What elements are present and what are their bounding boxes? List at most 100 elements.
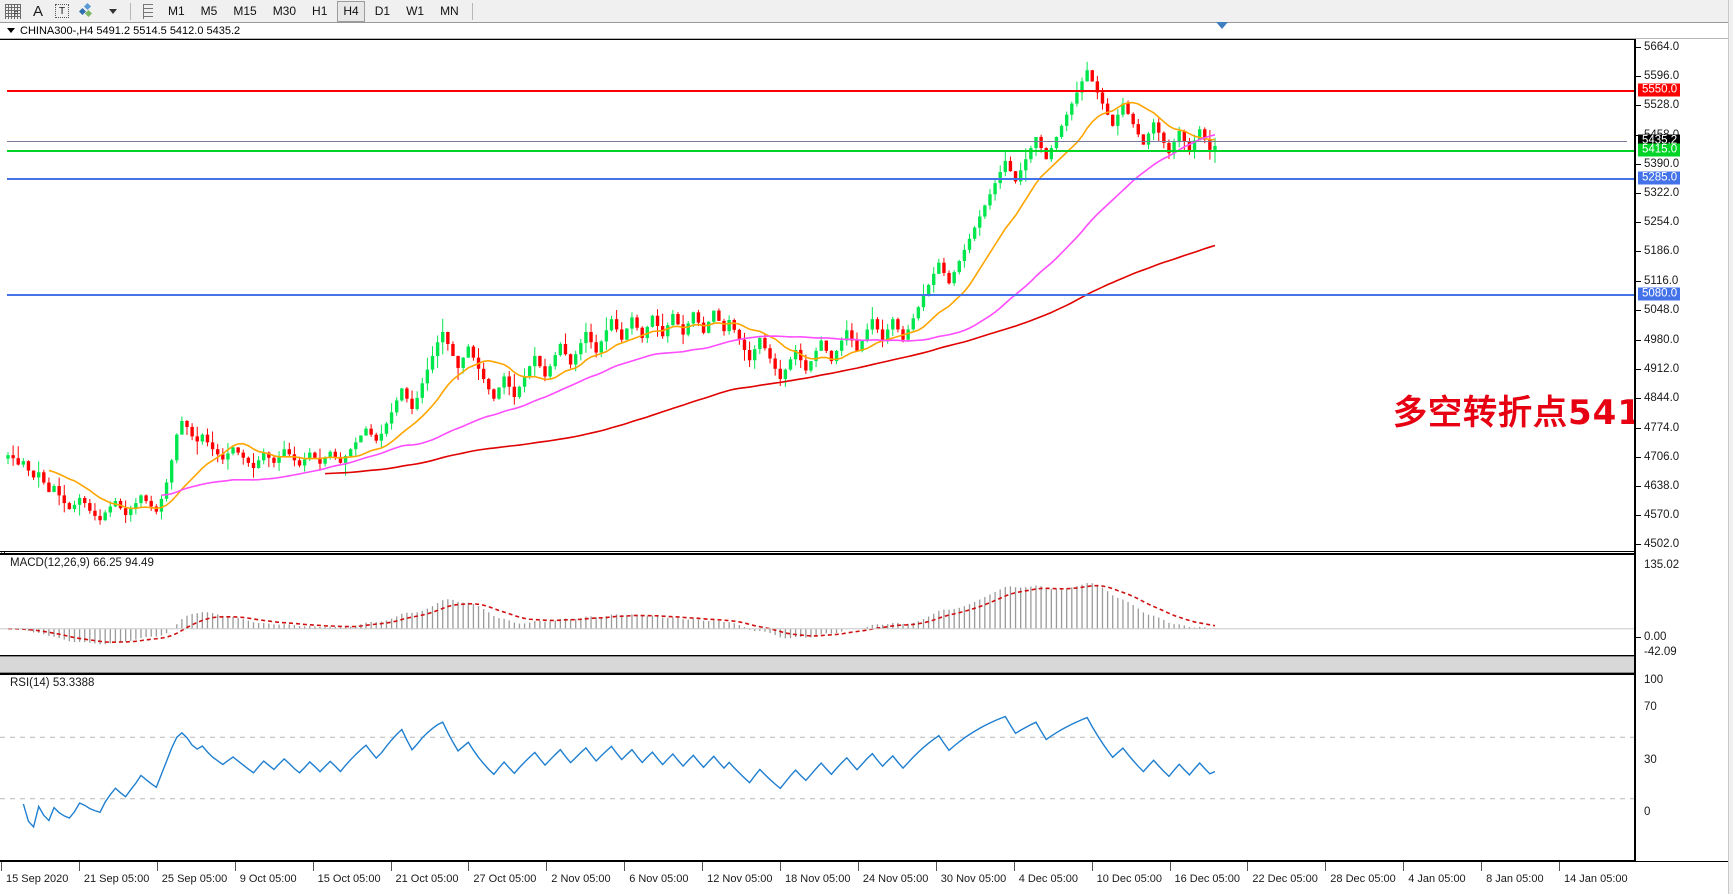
toolbar-divider-2 [471,2,473,20]
macd-plot [0,583,1634,645]
axis-tick [1636,485,1641,487]
rsi-panel[interactable]: RSI(14) 53.3388 [0,673,1634,861]
axis-tick [1636,456,1641,458]
level-line-5285[interactable] [7,177,1640,182]
axis-tick [1636,637,1641,638]
time-axis-label: 15 Oct 05:00 [317,873,381,885]
time-axis-label: 4 Dec 05:00 [1018,873,1079,885]
level-line-5080[interactable] [7,293,1640,298]
timeframe-m1[interactable]: M1 [168,4,185,18]
axis-tick [1636,368,1641,370]
price-tick-label: 5048.0 [1644,304,1680,317]
price-scale[interactable]: 5664.05596.05528.05458.05390.05322.05254… [1634,39,1733,861]
price-tick-label: 4502.0 [1644,538,1680,550]
price-tag-5080-0[interactable]: 5080.0 [1638,287,1681,301]
objects-tool-button[interactable] [75,1,100,22]
macd-caption: MACD(12,26,9) 66.25 94.49 [10,557,154,569]
timeframe-m30[interactable]: M30 [272,4,297,18]
price-tag-5550-0[interactable]: 5550.0 [1638,83,1681,97]
rsi-axis-label: 100 [1644,674,1664,686]
axis-tick [1636,544,1641,545]
level-line-5550[interactable] [7,89,1640,94]
level-line-5415[interactable] [7,149,1640,154]
chart-annotation-text: 多空转折点5415 [1393,393,1667,433]
time-axis-label: 12 Nov 05:00 [707,873,773,885]
macd-axis-label: 0.00 [1644,631,1667,643]
price-tick-label: 5664.0 [1644,41,1680,53]
axis-tick [1636,193,1641,195]
time-tick [390,862,392,871]
time-tick [1169,862,1171,871]
text-tool-button[interactable]: A [32,2,43,20]
axis-tick [1636,339,1641,341]
timeframe-d1[interactable]: D1 [374,4,391,18]
symbol-bar[interactable]: CHINA300-,H4 5491.2 5514.5 5412.0 5435.2 [0,23,1733,39]
time-axis-label: 21 Sep 05:00 [83,873,150,885]
axis-tick [1636,310,1641,312]
time-axis-label: 16 Dec 05:00 [1174,873,1240,885]
symbol-dropdown-icon[interactable] [7,28,15,33]
price-tick-label: 5254.0 [1644,216,1680,229]
rsi-axis-label: 0 [1644,806,1651,818]
time-axis-label: 6 Nov 05:00 [629,873,689,885]
time-axis-label: 8 Jan 05:00 [1486,873,1544,885]
level-line-5435 [7,141,1627,142]
price-tick-label: 4706.0 [1644,450,1680,463]
time-tick [702,862,704,871]
symbol-ohlc-label: CHINA300-,H4 5491.2 5514.5 5412.0 5435.2 [20,24,241,37]
time-tick [624,862,626,871]
time-tick [1403,862,1405,871]
time-axis-label: 24 Nov 05:00 [862,873,929,885]
time-axis-label: 15 Sep 2020 [6,873,69,885]
price-plot [6,61,1217,525]
price-tick-label: 5596.0 [1644,70,1680,83]
timeframe-m15[interactable]: M15 [233,4,257,18]
timeframe-h4[interactable]: H4 [337,0,365,22]
price-tag-5415-0[interactable]: 5415.0 [1638,143,1681,157]
price-tick-label: 4570.0 [1644,508,1680,521]
axis-tick [1636,222,1641,224]
time-tick [780,862,781,871]
time-tick [1247,862,1249,871]
crosshair-grid-icon[interactable] [1,1,25,22]
price-tick-label: 4844.0 [1644,391,1680,404]
time-tick [468,862,470,871]
time-tick [156,862,158,871]
time-axis-label: 10 Dec 05:00 [1096,873,1163,885]
price-tag-5285-0[interactable]: 5285.0 [1638,171,1681,185]
time-tick [1325,862,1327,871]
axis-tick [1636,164,1641,166]
time-tick [234,862,236,871]
price-tick-label: 4774.0 [1644,421,1680,434]
price-tick-label: 5528.0 [1644,99,1680,112]
time-tick [546,862,548,871]
objects-dropdown-caret-icon[interactable] [102,1,124,22]
textbox-tool-button[interactable]: T [51,1,73,22]
axis-tick [1636,514,1641,516]
time-tick [1013,862,1015,871]
axis-tick [1636,251,1641,253]
timeframe-m5[interactable]: M5 [200,4,218,18]
price-tick-label: 5116.0 [1644,275,1679,288]
price-tick-label: 5322.0 [1644,187,1680,200]
time-tick [1,862,2,871]
macd-axis-label: -42.09 [1644,646,1677,658]
macd-panel[interactable]: MACD(12,26,9) 66.25 94.49 [0,553,1634,656]
timeframe-w1[interactable]: W1 [406,4,425,18]
axis-tick [1636,281,1641,283]
rsi-axis-label: 30 [1644,754,1657,766]
time-scale[interactable]: 15 Sep 2020 21 Sep 05:00 25 Sep 05:00 9 Oct… [0,861,1733,894]
timeframe-h1[interactable]: H1 [312,4,328,18]
price-tick-label: 4912.0 [1644,362,1680,375]
time-tick [857,862,859,871]
toolbar-divider [130,2,131,20]
time-axis-label: 27 Oct 05:00 [473,873,537,885]
time-tick [935,862,937,871]
timeframe-ruler-icon[interactable] [137,1,159,22]
panel-separator [0,656,1634,673]
macd-axis-label: 135.02 [1644,559,1680,571]
time-axis-label: 14 Jan 05:00 [1564,873,1628,885]
timeframe-mn[interactable]: MN [440,4,459,18]
axis-tick [1636,76,1641,78]
axis-tick [1636,105,1641,107]
